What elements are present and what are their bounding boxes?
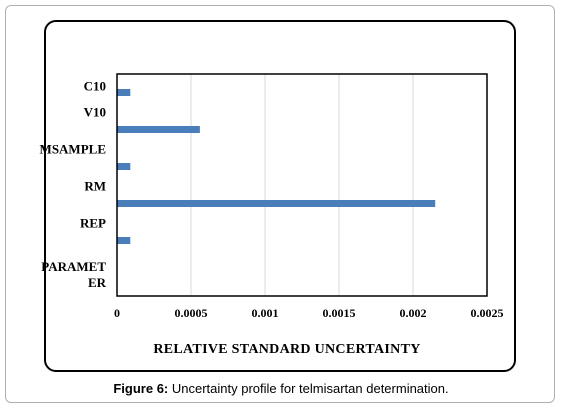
category-label: MSAMPLE [40, 142, 106, 157]
x-tick-label: 0.001 [252, 306, 279, 320]
x-tick-label: 0 [114, 306, 120, 320]
caption-label: Figure 6: [113, 381, 169, 396]
x-tick-label: 0.0005 [175, 306, 208, 320]
bar-c10 [117, 89, 131, 96]
bar-rep [117, 237, 131, 244]
bar-msample [117, 163, 131, 170]
plot-area-border [116, 73, 488, 297]
category-label: C10 [84, 79, 106, 94]
category-label: PARAMET [41, 259, 106, 274]
category-label: RM [84, 179, 106, 194]
bar-rm [117, 200, 436, 207]
x-axis-title: RELATIVE STANDARD UNCERTAINTY [153, 342, 420, 357]
x-tick-labels: 0 0.0005 0.001 0.0015 0.002 0.0025 [114, 306, 504, 320]
x-tick-label: 0.0015 [323, 306, 356, 320]
x-tick-label: 0.002 [400, 306, 427, 320]
caption-text: Uncertainty profile for telmisartan dete… [168, 381, 449, 396]
bar-v10 [117, 126, 200, 133]
category-label: ER [88, 275, 107, 290]
x-tick-label: 0.0025 [471, 306, 504, 320]
figure-caption: Figure 6: Uncertainty profile for telmis… [0, 381, 562, 396]
gridlines [190, 74, 414, 296]
category-label: V10 [84, 105, 106, 120]
bars [117, 89, 436, 244]
category-label: REP [80, 216, 106, 231]
chart-container [44, 20, 516, 372]
